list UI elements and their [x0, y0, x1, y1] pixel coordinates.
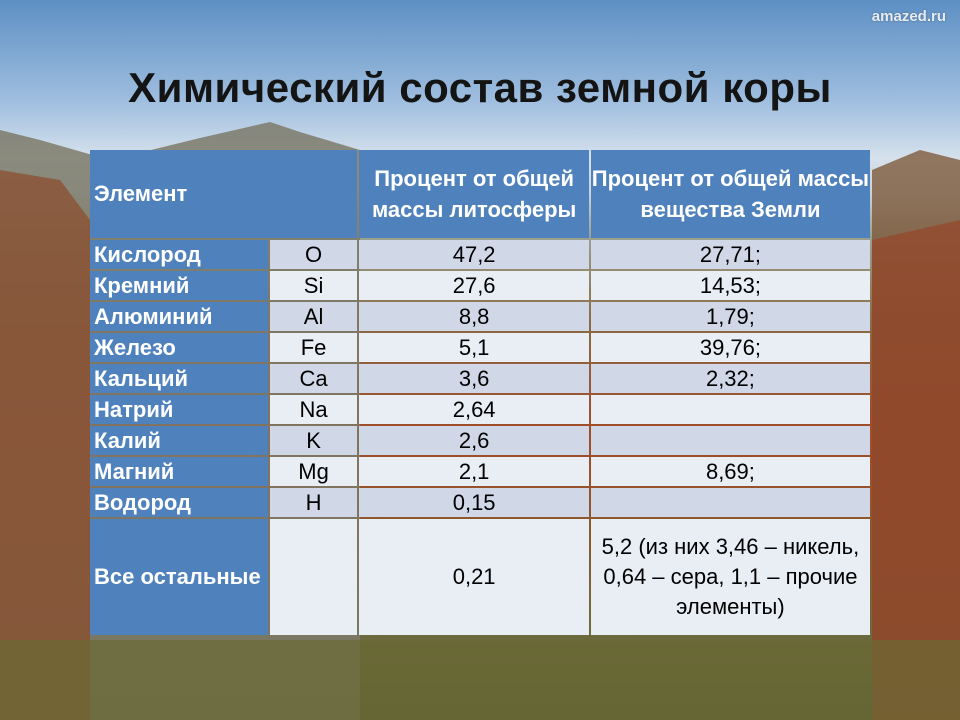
lithosphere-percent: 0,21	[359, 519, 589, 635]
element-name: Магний	[90, 457, 268, 486]
element-name: Железо	[90, 333, 268, 362]
element-symbol: Al	[269, 302, 358, 331]
element-symbol: H	[269, 488, 358, 517]
element-symbol: Mg	[269, 457, 358, 486]
lithosphere-percent: 5,1	[359, 333, 589, 362]
table-row: Водород H 0,15	[90, 488, 870, 517]
header-lithosphere: Процент от общей массы литосферы	[359, 150, 589, 238]
header-element: Элемент	[90, 150, 358, 238]
table-row: Железо Fe 5,1 39,76;	[90, 333, 870, 362]
table-row: Магний Mg 2,1 8,69;	[90, 457, 870, 486]
element-symbol: Fe	[269, 333, 358, 362]
earth-percent: 39,76;	[590, 333, 870, 362]
lithosphere-percent: 0,15	[359, 488, 589, 517]
lithosphere-percent: 8,8	[359, 302, 589, 331]
lithosphere-percent: 3,6	[359, 364, 589, 393]
element-name: Калий	[90, 426, 268, 455]
lithosphere-percent: 27,6	[359, 271, 589, 300]
lithosphere-percent: 2,6	[359, 426, 589, 455]
lithosphere-percent: 2,64	[359, 395, 589, 424]
earth-percent: 14,53;	[590, 271, 870, 300]
element-name: Кислород	[90, 240, 268, 269]
table-row: Кислород O 47,2 27,71;	[90, 240, 870, 269]
header-earth: Процент от общей массы вещества Земли	[590, 150, 870, 238]
composition-table: Элемент Процент от общей массы литосферы…	[88, 148, 872, 637]
table-row: Кальций Ca 3,6 2,32;	[90, 364, 870, 393]
element-name: Натрий	[90, 395, 268, 424]
lithosphere-percent: 2,1	[359, 457, 589, 486]
element-symbol: O	[269, 240, 358, 269]
table-row: Все остальные 0,21 5,2 (из них 3,46 – ни…	[90, 519, 870, 635]
element-symbol	[269, 519, 358, 635]
element-symbol: Ca	[269, 364, 358, 393]
element-name: Водород	[90, 488, 268, 517]
earth-percent	[590, 488, 870, 517]
element-symbol: Si	[269, 271, 358, 300]
site-watermark: amazed.ru	[871, 8, 946, 25]
element-name: Кальций	[90, 364, 268, 393]
lithosphere-percent: 47,2	[359, 240, 589, 269]
earth-percent	[590, 395, 870, 424]
header-row: Элемент Процент от общей массы литосферы…	[90, 150, 870, 238]
element-name: Алюминий	[90, 302, 268, 331]
earth-percent: 1,79;	[590, 302, 870, 331]
element-name: Кремний	[90, 271, 268, 300]
slide-title: Химический состав земной коры	[128, 64, 832, 111]
table-row: Кремний Si 27,6 14,53;	[90, 271, 870, 300]
earth-percent: 8,69;	[590, 457, 870, 486]
table-row: Натрий Na 2,64	[90, 395, 870, 424]
element-name: Все остальные	[90, 519, 268, 635]
earth-percent	[590, 426, 870, 455]
earth-percent: 5,2 (из них 3,46 – никель, 0,64 – сера, …	[590, 519, 870, 635]
table-row: Алюминий Al 8,8 1,79;	[90, 302, 870, 331]
table-row: Калий K 2,6	[90, 426, 870, 455]
element-symbol: K	[269, 426, 358, 455]
element-symbol: Na	[269, 395, 358, 424]
earth-percent: 27,71;	[590, 240, 870, 269]
earth-percent: 2,32;	[590, 364, 870, 393]
